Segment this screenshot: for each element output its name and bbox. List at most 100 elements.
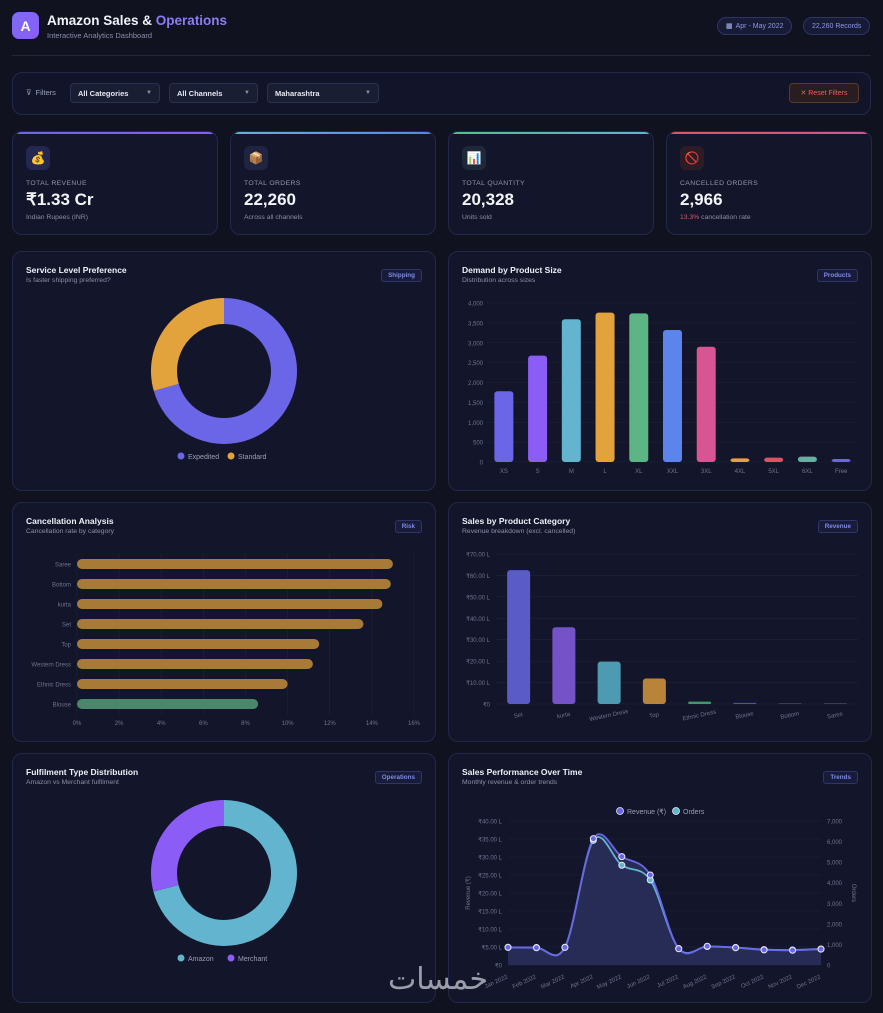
bar-6xl — [797, 456, 817, 462]
y-tick-label: 0 — [480, 461, 484, 467]
donut-slice-merchant — [151, 800, 224, 892]
prohibited-icon: 🚫 — [680, 146, 704, 170]
y-tick-label: 1,000 — [468, 421, 484, 427]
kpi-accent-bar — [235, 132, 431, 134]
y-tick-label: 2,000 — [468, 381, 484, 387]
kpi-cancelled-orders: 🚫 CANCELLED ORDERS 2,966 13.3% cancellat… — [666, 131, 872, 235]
bar-top — [642, 678, 666, 704]
revenue-area — [508, 834, 821, 965]
y-tick-label: ₹40.00 L — [478, 819, 502, 826]
y-tick-label: ₹10.00 L — [466, 680, 490, 687]
kpi-sub: Across all channels — [244, 214, 303, 221]
bar-3xl — [696, 346, 716, 462]
cancellation-bar-chart: 0% 2% 4% 6% 8% 10% 12% 14% 16% Saree Bottom kurta Se… — [31, 553, 421, 727]
kpi-sub: Indian Rupees (INR) — [26, 214, 88, 221]
card-title: Sales by Product Category — [462, 516, 571, 526]
bar-4xl — [730, 458, 750, 462]
card-title: Service Level Preference — [26, 265, 127, 275]
card-title: Demand by Product Size — [462, 265, 562, 275]
category-select[interactable]: All Categories ▼ — [70, 83, 160, 103]
state-select[interactable]: Maharashtra ▼ — [267, 83, 379, 103]
package-icon: 📦 — [244, 146, 268, 170]
kpi-total-orders: 📦 TOTAL ORDERS 22,260 Across all channel… — [230, 131, 436, 235]
y-tick-label: 500 — [473, 441, 484, 447]
donut-slice-standard — [151, 298, 224, 391]
y-tick-label: ₹20.00 L — [466, 659, 490, 666]
donut-slice-expedited — [153, 298, 297, 444]
card-tag: Revenue — [817, 520, 858, 533]
legend-marker — [227, 954, 235, 962]
x-tick-label: Sep 2022 — [711, 974, 737, 991]
legend-label: Amazon — [188, 956, 214, 963]
bar-saree — [77, 559, 393, 569]
x-tick-label: Western Dress — [589, 709, 629, 723]
product-size-bar-chart: 0 500 1,000 1,500 2,000 2,500 3,000 3,500 4,000 X… — [468, 302, 858, 475]
filter-icon: ⊽ — [26, 88, 32, 97]
sales-trend-card: ₹0 ₹5.00 L ₹10.00 L ₹15.00 L ₹20.00 L ₹25.00 … — [448, 753, 872, 1003]
x-tick-label: Dec 2022 — [796, 974, 822, 991]
legend-marker — [672, 807, 680, 815]
x-tick-label: 10% — [282, 721, 295, 727]
fulfilment-donut-chart: Amazon Merchant — [151, 800, 297, 963]
x-tick-label: Saree — [827, 711, 845, 720]
x-tick-label: Oct 2022 — [740, 974, 765, 990]
bar-western-dress — [597, 661, 621, 704]
title-accent: Operations — [155, 13, 228, 28]
watermark-logo: خمسات — [388, 962, 489, 997]
kpi-sub: 13.3% cancellation rate — [680, 214, 751, 221]
x-tick-label: Feb 2022 — [512, 974, 538, 990]
y-tick-label: ₹30.00 L — [466, 637, 490, 644]
x-tick-label: Ethnic Dress — [682, 710, 717, 723]
bar-blouse — [77, 699, 259, 709]
y-tick-label: kurta — [58, 603, 72, 609]
kpi-sub: Units sold — [462, 214, 492, 221]
y-tick-label: 4,000 — [468, 302, 484, 308]
y-tick-label: ₹30.00 L — [478, 855, 502, 862]
revenue-point — [760, 946, 768, 954]
channel-select[interactable]: All Channels ▼ — [169, 83, 258, 103]
y-tick-label: 3,500 — [468, 321, 484, 327]
kpi-label: TOTAL REVENUE — [26, 180, 87, 187]
reset-filters-button[interactable]: ✕ Reset Filters — [789, 83, 859, 103]
x-tick-label: 2% — [115, 721, 124, 727]
bar-set — [77, 619, 364, 629]
x-tick-label: M — [569, 469, 574, 475]
bar-l — [595, 312, 615, 462]
card-tag: Products — [816, 269, 858, 282]
bar-kurta — [552, 627, 576, 704]
y2-axis-title: Orders — [850, 884, 856, 902]
card-tag: Shipping — [381, 269, 422, 282]
card-subtitle: Distribution across sizes — [462, 277, 536, 284]
card-subtitle: Revenue breakdown (excl. cancelled) — [462, 528, 576, 535]
card-title: Fulfilment Type Distribution — [26, 767, 139, 777]
x-tick-label: Mar 2022 — [540, 974, 566, 990]
bar-s — [528, 355, 548, 462]
bar-xs — [494, 391, 514, 462]
bar-5xl — [764, 457, 784, 462]
x-tick-label: 14% — [366, 721, 379, 727]
filters-label-text: Filters — [35, 88, 56, 97]
filters-label: ⊽ Filters — [26, 88, 56, 97]
y-tick-label: ₹25.00 L — [478, 873, 502, 880]
x-tick-label: 12% — [324, 721, 337, 727]
cancellation-rate: 13.3% — [680, 214, 700, 221]
bar-top — [77, 639, 320, 649]
chevron-down-icon: ▼ — [244, 90, 250, 96]
y2-tick-label: 5,000 — [827, 861, 843, 867]
donut-slice-amazon — [153, 800, 297, 946]
category-select-value: All Categories — [78, 88, 129, 98]
y-tick-label: Set — [62, 623, 71, 629]
title-main: Amazon Sales & — [47, 13, 156, 28]
service-level-donut-chart: Expedited Standard — [151, 298, 297, 461]
cancellation-card: 0% 2% 4% 6% 8% 10% 12% 14% 16% Saree Bottom kurta Se… — [12, 502, 436, 742]
kpi-value: ₹1.33 Cr — [26, 190, 94, 209]
product-category-card: ₹0 ₹10.00 L ₹20.00 L ₹30.00 L ₹40.00 L ₹50.00… — [448, 502, 872, 742]
revenue-point — [675, 945, 683, 953]
y-tick-label: ₹5.00 L — [482, 945, 503, 952]
y-tick-label: Saree — [55, 563, 72, 569]
service-level-card: Expedited Standard Service Level Preferen… — [12, 251, 436, 491]
bar-set — [507, 570, 531, 704]
kpi-sub-text: cancellation rate — [699, 214, 751, 221]
legend-marker — [616, 807, 624, 815]
x-tick-label: Top — [649, 712, 660, 720]
